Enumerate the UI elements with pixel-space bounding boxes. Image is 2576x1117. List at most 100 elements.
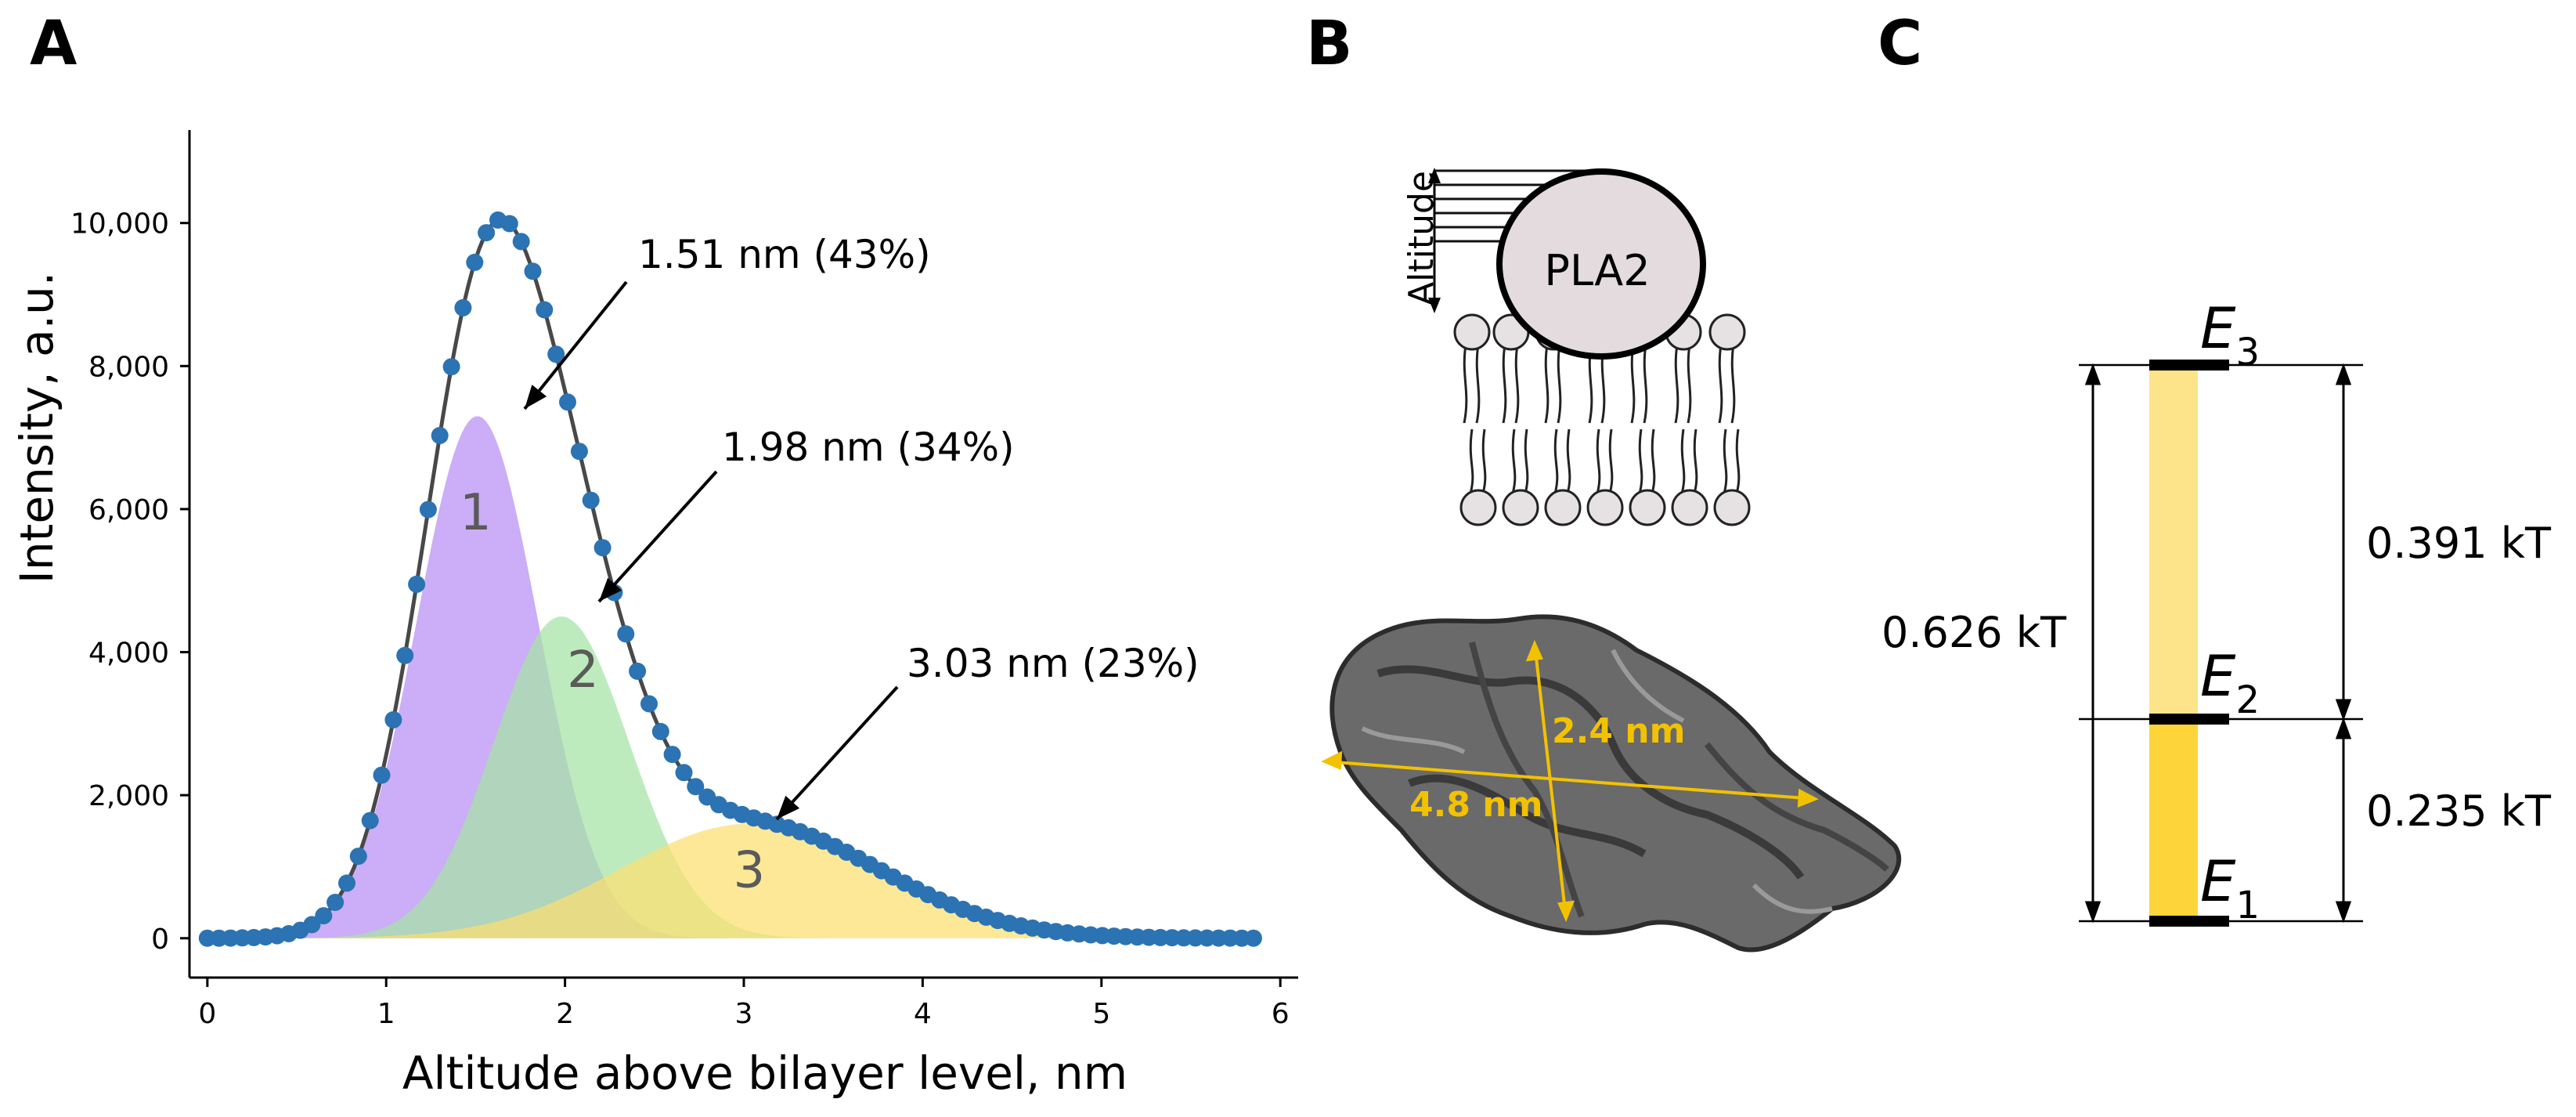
lipid-tail bbox=[1723, 428, 1728, 494]
data-point-37 bbox=[629, 662, 647, 680]
lipid-tail bbox=[1566, 428, 1571, 494]
x-tick-label: 3 bbox=[735, 998, 753, 1030]
panel-b-letter: B bbox=[1306, 9, 1352, 79]
upper-gap-label: 0.391 kT bbox=[2366, 519, 2552, 568]
x-tick-label: 0 bbox=[198, 998, 216, 1030]
level-e2-bar bbox=[2149, 714, 2229, 725]
annotation-text-3: 3.03 nm (23%) bbox=[907, 641, 1200, 686]
data-point-36 bbox=[617, 625, 635, 643]
level-e1-label: E1 bbox=[2200, 848, 2260, 927]
data-point-27 bbox=[512, 233, 530, 251]
component-3-label: 3 bbox=[733, 841, 765, 899]
data-point-30 bbox=[547, 345, 565, 363]
lipid-tail bbox=[1514, 344, 1520, 424]
lipid-tail bbox=[1511, 428, 1517, 494]
lower-gap-label: 0.235 kT bbox=[2366, 786, 2552, 836]
data-point-11 bbox=[327, 894, 345, 911]
y-tick-label: 2,000 bbox=[88, 780, 169, 812]
lower-energy-band bbox=[2149, 719, 2198, 921]
peak-annotations: 1.51 nm (43%) 1.98 nm (34%) 3.03 nm (23%) bbox=[523, 232, 1200, 821]
annotation-arrowhead-3 bbox=[777, 795, 800, 819]
data-point-13 bbox=[349, 848, 367, 866]
lipid-head-bottom bbox=[1502, 489, 1539, 526]
x-tick-label: 1 bbox=[377, 998, 395, 1030]
lipid-tail bbox=[1630, 344, 1636, 424]
lipid-head-bottom bbox=[1713, 489, 1751, 526]
data-point-18 bbox=[408, 575, 426, 593]
altitude-hatch-lines bbox=[1434, 169, 1607, 243]
x-tick-label: 2 bbox=[556, 998, 574, 1030]
lipid-tail bbox=[1674, 344, 1679, 424]
annotation-arrowhead-1 bbox=[525, 385, 547, 409]
chart-ticks: 0 1 2 3 4 5 6 0 2,000 4,000 6,000 8,000 10,000 bbox=[70, 208, 1290, 1030]
level-e2-label: E2 bbox=[2200, 643, 2260, 722]
lipid-tail bbox=[1735, 428, 1741, 494]
component-2-label: 2 bbox=[567, 642, 599, 699]
lipid-tail bbox=[1469, 428, 1474, 494]
data-point-9 bbox=[303, 916, 321, 934]
component-1-area bbox=[207, 416, 1254, 938]
dimension-short-label: 2.4 nm bbox=[1552, 711, 1685, 751]
lipid-tail bbox=[1502, 344, 1507, 424]
y-tick-label: 4,000 bbox=[88, 638, 169, 670]
annotation-text-1: 1.51 nm (43%) bbox=[638, 232, 931, 277]
lipid-head-bottom bbox=[1629, 489, 1666, 526]
data-point-10 bbox=[315, 907, 333, 925]
upper-energy-band bbox=[2149, 365, 2198, 719]
lipid-head-top bbox=[1708, 313, 1746, 351]
data-point-41 bbox=[675, 764, 693, 782]
lipid-tail bbox=[1557, 344, 1562, 424]
lipid-tail bbox=[1608, 428, 1614, 494]
lipid-tail bbox=[1680, 428, 1686, 494]
component-1-label: 1 bbox=[460, 484, 492, 542]
data-point-90 bbox=[1244, 929, 1262, 947]
annotation-arrow-1 bbox=[523, 280, 628, 410]
lipid-head-bottom bbox=[1671, 489, 1708, 526]
data-point-34 bbox=[593, 539, 612, 557]
y-axis-label: Intensity, a.u. bbox=[10, 272, 63, 584]
lipid-tail bbox=[1596, 428, 1601, 494]
data-point-32 bbox=[570, 443, 588, 461]
dimension-long-label: 4.8 nm bbox=[1409, 785, 1542, 825]
panel-c-letter: C bbox=[1878, 9, 1922, 79]
pla2-label: PLA2 bbox=[1544, 246, 1650, 295]
altitude-label: Altitude bbox=[1402, 171, 1441, 305]
y-tick-label: 6,000 bbox=[88, 494, 169, 526]
component-2-area bbox=[207, 616, 1254, 938]
annotation-arrowhead-2 bbox=[599, 577, 622, 602]
x-tick-label: 4 bbox=[914, 998, 932, 1030]
energy-gap-arrows bbox=[2084, 363, 2352, 924]
x-tick-label: 6 bbox=[1272, 998, 1290, 1030]
dimension-arrows bbox=[1321, 639, 1819, 923]
lipid-head-bottom bbox=[1459, 489, 1497, 526]
lipid-tail bbox=[1463, 344, 1468, 424]
level-e3-label: E3 bbox=[2200, 295, 2260, 374]
lipid-head-top bbox=[1453, 313, 1491, 351]
data-point-16 bbox=[384, 710, 402, 728]
data-point-29 bbox=[536, 301, 554, 319]
lipid-tail bbox=[1524, 428, 1529, 494]
data-point-24 bbox=[478, 224, 496, 242]
annotation-text-2: 1.98 nm (34%) bbox=[722, 425, 1015, 470]
total-gap-label: 0.626 kT bbox=[1881, 608, 2067, 657]
membrane-schematic: PLA2 Altitude bbox=[1402, 168, 1751, 526]
data-point-39 bbox=[651, 722, 669, 740]
lipid-tail bbox=[1475, 344, 1481, 424]
data-point-40 bbox=[663, 746, 681, 764]
lipid-tail bbox=[1643, 344, 1648, 424]
y-tick-label: 10,000 bbox=[70, 208, 169, 240]
lipid-tail bbox=[1718, 344, 1723, 424]
component-3-area bbox=[207, 823, 1254, 938]
lipid-tail bbox=[1687, 344, 1692, 424]
lipid-tail bbox=[1693, 428, 1698, 494]
level-e3-bar bbox=[2149, 360, 2229, 371]
lipid-tail bbox=[1481, 428, 1487, 494]
lipid-tail bbox=[1638, 428, 1643, 494]
data-point-14 bbox=[361, 812, 379, 830]
intensity-chart: 0 1 2 3 4 5 6 0 2,000 4,000 6,000 8,000 10,000 1 2 3 1… bbox=[10, 130, 1298, 1100]
level-e1-bar bbox=[2149, 916, 2229, 927]
data-point-22 bbox=[454, 298, 472, 316]
data-point-31 bbox=[559, 393, 576, 411]
data-point-20 bbox=[431, 427, 449, 444]
